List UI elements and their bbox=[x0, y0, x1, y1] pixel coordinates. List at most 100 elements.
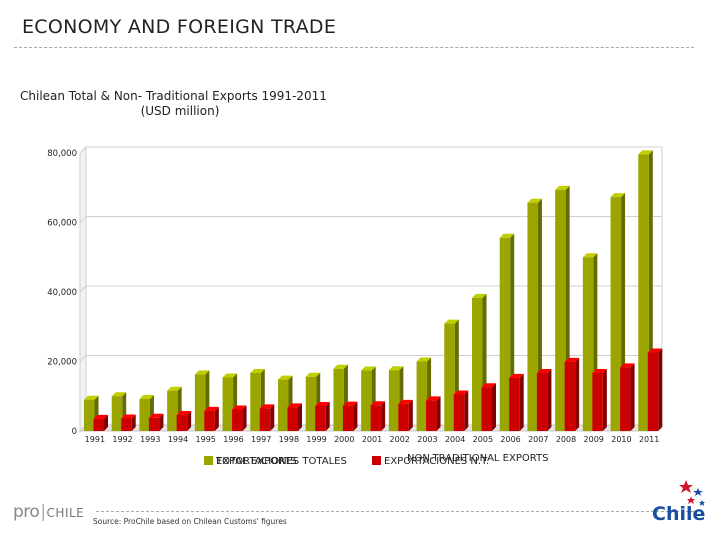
bar-totales bbox=[388, 370, 400, 431]
bar-top-totales bbox=[527, 198, 542, 203]
bar-side-nt bbox=[575, 357, 580, 431]
legend-label-nt: EXPORTACIONES N.T. bbox=[384, 456, 490, 467]
logo-sep: | bbox=[40, 502, 46, 522]
bar-totales bbox=[416, 361, 428, 431]
bar-top-totales bbox=[84, 395, 99, 400]
bar-top-totales bbox=[444, 319, 459, 324]
bar-nt bbox=[453, 394, 465, 431]
legend-item-totales: EXPORTACIONES TOTALES bbox=[204, 456, 347, 467]
bar-nt bbox=[287, 407, 298, 431]
bar-top-nt bbox=[370, 401, 386, 406]
bar-top-nt bbox=[453, 390, 469, 395]
bar-totales bbox=[250, 372, 261, 431]
bar-top-totales bbox=[139, 395, 154, 400]
bar-side-nt bbox=[408, 399, 413, 431]
bar-totales bbox=[499, 237, 511, 431]
bar-top-totales bbox=[250, 368, 265, 373]
bar-top-totales bbox=[555, 185, 570, 190]
bottom-divider bbox=[96, 511, 694, 512]
x-tick-label: 2011 bbox=[639, 435, 659, 444]
chart-title: Chilean Total & Non- Traditional Exports… bbox=[20, 89, 360, 119]
bar-nt bbox=[620, 367, 631, 431]
x-tick-label: 1995 bbox=[196, 435, 216, 444]
bar-top-totales bbox=[388, 366, 404, 371]
bar-nt bbox=[93, 418, 104, 431]
bar-side-nt bbox=[242, 405, 247, 431]
bar-nt bbox=[148, 417, 160, 431]
bar-totales bbox=[444, 323, 455, 431]
star-cluster-icon bbox=[679, 480, 705, 506]
bar-side-nt bbox=[464, 390, 469, 431]
logo-pro-text: pro bbox=[13, 502, 40, 522]
y-tick-label: 20,000 bbox=[47, 358, 77, 368]
source-note: Source: ProChile based on Chilean Custom… bbox=[93, 517, 287, 526]
bar-top-nt bbox=[426, 396, 441, 401]
x-tick-label: 1992 bbox=[112, 435, 132, 444]
bar-top-totales bbox=[222, 373, 238, 378]
bar-side-nt bbox=[547, 368, 552, 431]
bar-top-nt bbox=[287, 403, 302, 408]
bar-side-nt bbox=[381, 401, 386, 431]
bar-nt bbox=[509, 377, 520, 431]
y-tick-label: 60,000 bbox=[47, 219, 77, 229]
bar-nt bbox=[370, 405, 382, 431]
bar-top-totales bbox=[278, 375, 293, 380]
bar-nt bbox=[426, 400, 437, 431]
x-tick-label: 1993 bbox=[140, 435, 160, 444]
bar-side-nt bbox=[131, 414, 136, 431]
bar-top-nt bbox=[509, 373, 524, 378]
bar-side-nt bbox=[519, 373, 524, 431]
legend-swatch-nt bbox=[372, 456, 381, 465]
bar-totales bbox=[333, 368, 344, 431]
x-tick-label: 2009 bbox=[584, 435, 604, 444]
x-tick-label: 2001 bbox=[362, 435, 382, 444]
bar-top-totales bbox=[361, 366, 376, 371]
bar-side-nt bbox=[325, 401, 330, 431]
bar-top-nt bbox=[592, 368, 607, 373]
bar-nt bbox=[564, 361, 576, 431]
bar-side-nt bbox=[159, 413, 164, 431]
bar-totales bbox=[361, 370, 372, 431]
y-tick-label: 40,000 bbox=[47, 288, 77, 298]
bar-top-totales bbox=[305, 372, 321, 377]
x-tick-label: 1991 bbox=[85, 435, 105, 444]
bar-nt bbox=[592, 372, 603, 431]
legend-swatch-totales bbox=[204, 456, 213, 465]
x-tick-label: 2008 bbox=[556, 435, 576, 444]
bar-totales bbox=[638, 154, 649, 431]
logo-chile-text: CHILE bbox=[46, 506, 85, 520]
bar-side-nt bbox=[270, 404, 275, 431]
bar-nt bbox=[259, 408, 271, 431]
bar-totales bbox=[278, 379, 289, 431]
bar-nt bbox=[536, 372, 548, 431]
x-tick-label: 2005 bbox=[473, 435, 493, 444]
bar-side-nt bbox=[436, 396, 441, 431]
bar-totales bbox=[222, 377, 234, 431]
gridline-diagonal bbox=[79, 285, 87, 293]
bar-top-totales bbox=[610, 193, 626, 198]
bar-top-totales bbox=[333, 364, 348, 369]
bar-top-nt bbox=[176, 411, 192, 416]
gridline-diagonal bbox=[79, 216, 87, 223]
chart-title-main: Chilean Total & Non- Traditional Exports… bbox=[20, 89, 327, 103]
legend-label-totales: EXPORTACIONES TOTALES bbox=[216, 456, 347, 467]
bar-top-totales bbox=[582, 253, 598, 258]
x-tick-label: 1999 bbox=[306, 435, 326, 444]
x-tick-label: 2004 bbox=[445, 435, 465, 444]
bar-side-nt bbox=[187, 411, 192, 431]
bar-totales bbox=[167, 390, 178, 431]
legend-overlay-non-traditional: NON-TRADITIONAL EXPORTS bbox=[407, 453, 549, 464]
x-tick-label: 2003 bbox=[417, 435, 437, 444]
x-tick-label: 2000 bbox=[334, 435, 354, 444]
bar-totales bbox=[555, 189, 566, 431]
bar-top-nt bbox=[342, 401, 358, 406]
bar-nt bbox=[398, 403, 409, 431]
bar-nt bbox=[232, 409, 243, 431]
legend-item-nt: EXPORTACIONES N.T. bbox=[372, 456, 489, 467]
bar-totales bbox=[610, 197, 622, 431]
prochile-logo: pro|CHILE bbox=[13, 502, 84, 522]
bar-top-nt bbox=[148, 413, 164, 418]
bar-top-nt bbox=[93, 414, 108, 419]
bar-nt bbox=[176, 415, 188, 431]
top-divider bbox=[14, 47, 694, 48]
